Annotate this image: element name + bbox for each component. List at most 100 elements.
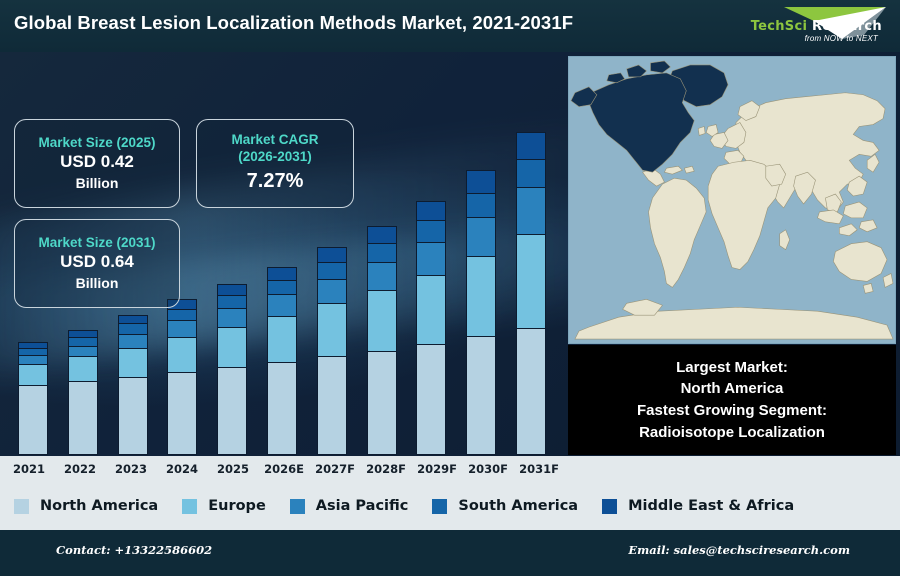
legend-label: Europe bbox=[208, 498, 266, 514]
footer-email: Email: sales@techsciresearch.com bbox=[628, 543, 850, 557]
legend-label: Middle East & Africa bbox=[628, 498, 795, 514]
bar-2028F bbox=[366, 226, 397, 455]
map-landmasses bbox=[570, 60, 894, 340]
axis-label-2027F: 2027F bbox=[315, 462, 355, 476]
largest-market-label: Largest Market: bbox=[676, 358, 788, 376]
stat-card-market-size-2025: Market Size (2025) USD 0.42 Billion bbox=[14, 119, 180, 208]
fastest-segment-value: Radioisotope Localization bbox=[639, 423, 825, 441]
axis-label-2031F: 2031F bbox=[519, 462, 559, 476]
fastest-segment-label: Fastest Growing Segment: bbox=[636, 402, 828, 419]
world-map-svg bbox=[569, 57, 895, 343]
bar-segment-north-america bbox=[416, 343, 447, 455]
logo-brand-techsci: TechSci bbox=[750, 19, 808, 34]
bar-segment-asia-pacific bbox=[167, 320, 198, 337]
stat-card-value: USD 0.64 bbox=[60, 252, 134, 272]
stat-card-label: Market Size (2025) bbox=[38, 134, 156, 150]
bar-segment-middle-east-africa bbox=[167, 298, 198, 309]
bar-segment-north-america bbox=[217, 367, 248, 455]
stat-card-unit: Billion bbox=[75, 275, 119, 292]
bar-2029F bbox=[416, 200, 447, 455]
bar-segment-middle-east-africa bbox=[515, 131, 546, 159]
bar-segment-north-america bbox=[167, 372, 198, 455]
bar-segment-europe bbox=[67, 356, 98, 382]
bar-segment-asia-pacific bbox=[366, 261, 397, 291]
bar-segment-asia-pacific bbox=[67, 345, 98, 357]
techsci-logo: TechSci Research from NOW to NEXT bbox=[716, 2, 892, 50]
bar-segment-north-america bbox=[117, 377, 148, 455]
bar-2023 bbox=[117, 315, 148, 455]
bar-segment-asia-pacific bbox=[217, 308, 248, 327]
legend-item-south-america[interactable]: South America bbox=[432, 498, 578, 514]
bar-2030F bbox=[466, 170, 497, 455]
axis-label-2021: 2021 bbox=[12, 462, 45, 476]
stat-card-value: 7.27% bbox=[246, 170, 304, 193]
stat-card-value: USD 0.42 bbox=[60, 152, 134, 172]
bar-segment-europe bbox=[117, 347, 148, 378]
bar-segment-south-america bbox=[67, 336, 98, 346]
bar-segment-south-america bbox=[316, 261, 347, 279]
axis-label-2024: 2024 bbox=[165, 462, 198, 476]
bar-segment-europe bbox=[466, 255, 497, 336]
bar-segment-north-america bbox=[266, 362, 297, 455]
bar-2026E bbox=[266, 266, 297, 455]
chart-legend: North America Europe Asia Pacific South Ame… bbox=[0, 482, 900, 530]
axis-label-2028F: 2028F bbox=[366, 462, 406, 476]
legend-swatch bbox=[602, 498, 618, 514]
bar-segment-south-america bbox=[416, 220, 447, 243]
legend-item-north-america[interactable]: North America bbox=[14, 498, 158, 514]
bar-segment-middle-east-africa bbox=[18, 341, 48, 348]
bar-segment-europe bbox=[366, 290, 397, 351]
bar-segment-north-america bbox=[67, 381, 98, 455]
logo-arrow-icon bbox=[784, 7, 886, 39]
bar-segment-europe bbox=[266, 316, 297, 363]
axis-label-2023: 2023 bbox=[114, 462, 147, 476]
bar-segment-south-america bbox=[466, 192, 497, 218]
bar-segment-asia-pacific bbox=[266, 294, 297, 317]
legend-label: North America bbox=[40, 498, 159, 514]
legend-item-europe[interactable]: Europe bbox=[182, 498, 266, 514]
bar-segment-south-america bbox=[167, 308, 198, 321]
bar-segment-south-america bbox=[18, 347, 48, 356]
axis-label-2030F: 2030F bbox=[468, 462, 508, 476]
legend-label: South America bbox=[458, 498, 579, 514]
chart-bars bbox=[8, 110, 556, 455]
bar-segment-north-america bbox=[366, 350, 397, 455]
bar-segment-south-america bbox=[366, 243, 397, 262]
bar-segment-asia-pacific bbox=[117, 333, 148, 348]
legend-swatch bbox=[14, 498, 29, 514]
bar-segment-europe bbox=[18, 364, 48, 386]
bar-segment-south-america bbox=[266, 279, 297, 295]
bar-segment-middle-east-africa bbox=[466, 170, 497, 193]
key-insights-box: Largest Market: North America Fastest Gr… bbox=[568, 345, 896, 455]
page-title: Global Breast Lesion Localization Method… bbox=[14, 12, 574, 33]
bar-segment-middle-east-africa bbox=[266, 266, 297, 280]
legend-swatch bbox=[289, 498, 305, 514]
stat-card-sublabel: (2026-2031) bbox=[238, 148, 312, 164]
legend-item-middle-east-africa[interactable]: Middle East & Africa bbox=[602, 498, 794, 514]
bar-segment-asia-pacific bbox=[515, 186, 546, 235]
stat-card-label: Market CAGR bbox=[231, 131, 319, 147]
logo-wordmark: TechSci Research bbox=[751, 19, 882, 34]
footer-bar: Contact: +13322586602 Email: sales@techs… bbox=[0, 530, 900, 576]
chart-x-axis: 2021 2022 2023 2024 2025 2026E 2027F 2028F 2029F… bbox=[0, 456, 568, 482]
bar-segment-asia-pacific bbox=[316, 278, 347, 304]
bar-segment-europe bbox=[316, 303, 347, 357]
bar-segment-europe bbox=[416, 274, 447, 344]
bar-2024 bbox=[167, 298, 198, 455]
bar-2022 bbox=[67, 329, 98, 455]
bar-segment-middle-east-africa bbox=[416, 200, 447, 221]
axis-label-2025: 2025 bbox=[216, 462, 249, 476]
bar-segment-middle-east-africa bbox=[316, 247, 347, 262]
bar-2031F bbox=[515, 131, 546, 455]
axis-label-2029F: 2029F bbox=[417, 462, 457, 476]
bar-segment-south-america bbox=[117, 323, 148, 334]
stat-card-label: Market Size (2031) bbox=[38, 234, 156, 250]
bar-segment-north-america bbox=[515, 327, 546, 455]
bar-segment-middle-east-africa bbox=[117, 315, 148, 324]
logo-brand-research: Research bbox=[807, 19, 882, 34]
bar-2025 bbox=[217, 283, 248, 455]
logo-tagline: from NOW to NEXT bbox=[804, 34, 878, 43]
legend-item-asia-pacific[interactable]: Asia Pacific bbox=[289, 498, 408, 514]
stacked-bar-chart bbox=[8, 110, 556, 455]
world-map bbox=[568, 56, 896, 344]
